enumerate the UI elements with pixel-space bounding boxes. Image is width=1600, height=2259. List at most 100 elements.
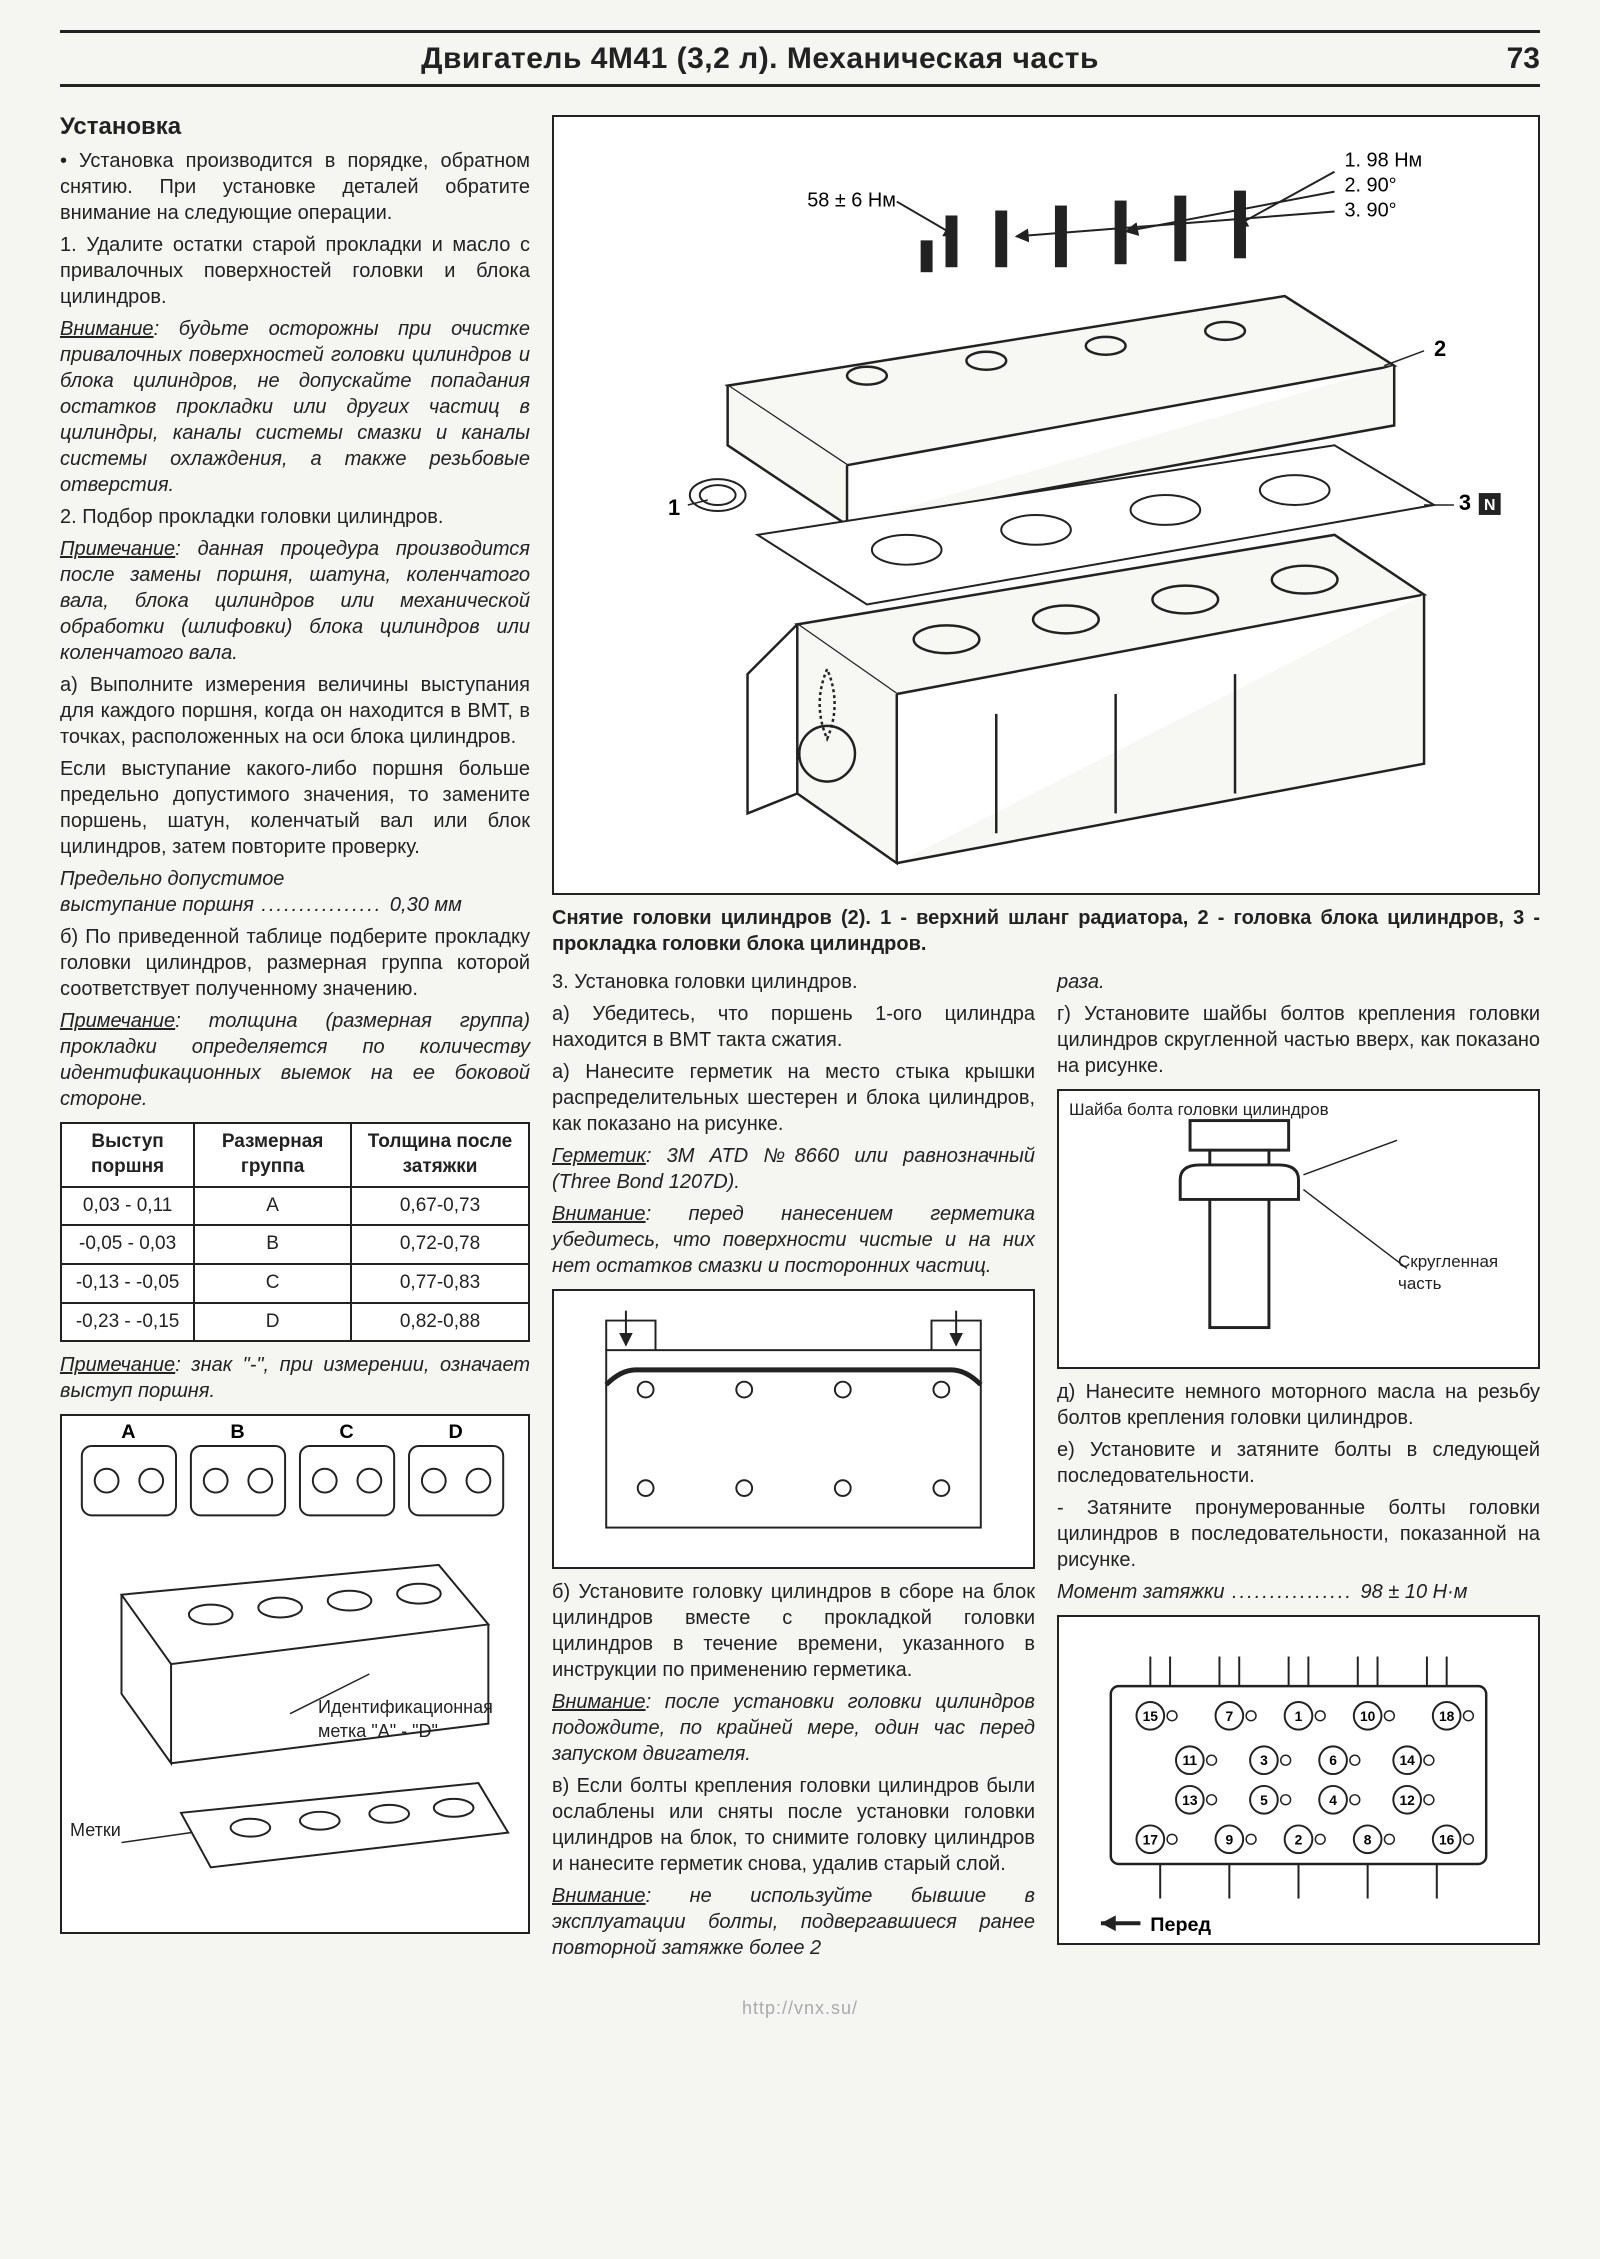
svg-text:1: 1	[1295, 1708, 1303, 1724]
note: Примечание: данная процедура производитс…	[60, 536, 530, 666]
td: 0,77-0,83	[351, 1264, 529, 1303]
td: 0,82-0,88	[351, 1303, 529, 1342]
svg-text:10: 10	[1360, 1708, 1376, 1724]
sealant-label: Герметик	[552, 1145, 646, 1167]
para: в) Если болты крепления головки цилиндро…	[552, 1773, 1035, 1877]
svg-text:9: 9	[1225, 1831, 1233, 1847]
svg-text:7: 7	[1225, 1708, 1233, 1724]
footer-url: http://vnx.su/	[60, 1997, 1540, 2020]
left-column: Установка • Установка производится в пор…	[60, 105, 530, 1967]
note-label: Примечание	[60, 1354, 175, 1376]
td: B	[194, 1225, 351, 1264]
svg-text:1: 1	[668, 495, 680, 520]
svg-text:3: 3	[1459, 490, 1471, 515]
warning-label: Внимание	[552, 1203, 646, 1225]
warning: Внимание: не используйте бывшие в эксплу…	[552, 1883, 1035, 1961]
para: • Установка производится в порядке, обра…	[60, 148, 530, 226]
note: Примечание: знак "-", при измерении, озн…	[60, 1352, 530, 1404]
th: Толщина после затяжки	[351, 1123, 529, 1186]
svg-text:5: 5	[1260, 1792, 1268, 1808]
para: а) Нанесите герметик на место стыка крыш…	[552, 1059, 1035, 1137]
svg-text:B: B	[230, 1421, 244, 1443]
warning: Внимание: перед нанесением герметика убе…	[552, 1201, 1035, 1279]
svg-text:2: 2	[1295, 1831, 1303, 1847]
bolt-sequence-figure: Перед 15 7 1 10 18 11 3 6 14 13 5 4 12 17 9 2 8 16	[1057, 1615, 1540, 1945]
note-label: Примечание	[60, 538, 175, 560]
para: Если выступание какого-либо поршня больш…	[60, 756, 530, 860]
td: -0,05 - 0,03	[61, 1225, 194, 1264]
rounded-label: Скругленная часть	[1398, 1251, 1528, 1295]
td: A	[194, 1187, 351, 1226]
torque-spec: Момент затяжки98 ± 10 Н·м	[1057, 1579, 1540, 1605]
svg-text:D: D	[448, 1421, 462, 1443]
warning-label: Внимание	[60, 318, 154, 340]
para: а) Убедитесь, что поршень 1-ого цилиндра…	[552, 1001, 1035, 1053]
svg-text:14: 14	[1399, 1752, 1415, 1768]
rightmost-column: раза. г) Установите шайбы болтов креплен…	[1057, 969, 1540, 1967]
td: -0,13 - -0,05	[61, 1264, 194, 1303]
gasket-id-figure: A B C D	[60, 1414, 530, 1934]
td: 0,67-0,73	[351, 1187, 529, 1226]
page-header: Двигатель 4М41 (3,2 л). Механическая час…	[60, 30, 1540, 87]
spec-line: Предельно допустимое выступание поршня0,…	[60, 866, 530, 918]
td: D	[194, 1303, 351, 1342]
para: г) Установите шайбы болтов крепления гол…	[1057, 1001, 1540, 1079]
para: - Затяните пронумерованные болты головки…	[1057, 1495, 1540, 1573]
td: 0,03 - 0,11	[61, 1187, 194, 1226]
td: C	[194, 1264, 351, 1303]
svg-text:18: 18	[1439, 1708, 1455, 1724]
svg-text:8: 8	[1364, 1831, 1372, 1847]
td: 0,72-0,78	[351, 1225, 529, 1264]
section-heading: Установка	[60, 111, 530, 142]
para: б) Установите головку цилиндров в сборе …	[552, 1579, 1035, 1683]
svg-text:16: 16	[1439, 1831, 1455, 1847]
para: е) Установите и затяните болты в следующ…	[1057, 1437, 1540, 1489]
note-label: Примечание	[60, 1010, 175, 1032]
svg-text:6: 6	[1329, 1752, 1337, 1768]
figure-caption: Снятие головки цилиндров (2). 1 - верхни…	[552, 905, 1540, 957]
svg-text:15: 15	[1143, 1708, 1159, 1724]
para: а) Выполните измерения величины выступан…	[60, 672, 530, 750]
middle-column: 3. Установка головки цилиндров. а) Убеди…	[552, 969, 1035, 1967]
para-continuation: раза.	[1057, 969, 1540, 995]
svg-text:3: 3	[1260, 1752, 1268, 1768]
warning: Внимание: будьте осторожны при очистке п…	[60, 316, 530, 498]
svg-text:1. 98 Нм: 1. 98 Нм	[1344, 150, 1422, 172]
svg-text:58 ± 6 Нм: 58 ± 6 Нм	[807, 190, 896, 212]
para: д) Нанесите немного моторного масла на р…	[1057, 1379, 1540, 1431]
svg-text:N: N	[1484, 497, 1496, 514]
svg-text:13: 13	[1182, 1792, 1198, 1808]
para: 2. Подбор прокладки головки цилиндров.	[60, 504, 530, 530]
exploded-view-figure: 1. 98 Нм 2. 90° 3. 90° 58 ± 6 Нм	[552, 115, 1540, 895]
svg-text:C: C	[339, 1421, 353, 1443]
td: -0,23 - -0,15	[61, 1303, 194, 1342]
svg-text:17: 17	[1143, 1831, 1159, 1847]
warning-label: Внимание	[552, 1885, 646, 1907]
svg-text:2. 90°: 2. 90°	[1344, 175, 1396, 197]
svg-text:4: 4	[1329, 1792, 1337, 1808]
main-columns: Установка • Установка производится в пор…	[60, 105, 1540, 1967]
svg-text:3. 90°: 3. 90°	[1344, 199, 1396, 221]
svg-text:12: 12	[1399, 1792, 1415, 1808]
marks-label: Метки	[70, 1819, 121, 1842]
washer-label: Шайба болта головки цилиндров	[1069, 1099, 1528, 1121]
page-number: 73	[1460, 39, 1540, 78]
svg-text:2: 2	[1434, 336, 1446, 361]
th: Выступ поршня	[61, 1123, 194, 1186]
th: Размерная группа	[194, 1123, 351, 1186]
para: 3. Установка головки цилиндров.	[552, 969, 1035, 995]
gasket-table: Выступ поршня Размерная группа Толщина п…	[60, 1122, 530, 1342]
sealant-spec: Герметик: 3М ATD №8660 или равнозначный …	[552, 1143, 1035, 1195]
svg-text:11: 11	[1183, 1752, 1198, 1768]
svg-text:A: A	[121, 1421, 135, 1443]
washer-figure: Шайба болта головки цилиндров Скругленна…	[1057, 1089, 1540, 1369]
page-title: Двигатель 4М41 (3,2 л). Механическая час…	[60, 39, 1460, 78]
warning: Внимание: после установки головки цилинд…	[552, 1689, 1035, 1767]
para: 1. Удалите остатки старой прокладки и ма…	[60, 232, 530, 310]
svg-text:Перед: Перед	[1150, 1914, 1211, 1936]
lower-columns: 3. Установка головки цилиндров. а) Убеди…	[552, 969, 1540, 1967]
sealant-figure	[552, 1289, 1035, 1569]
right-column: 1. 98 Нм 2. 90° 3. 90° 58 ± 6 Нм	[552, 105, 1540, 1967]
warning-label: Внимание	[552, 1691, 646, 1713]
note: Примечание: толщина (размерная группа) п…	[60, 1008, 530, 1112]
